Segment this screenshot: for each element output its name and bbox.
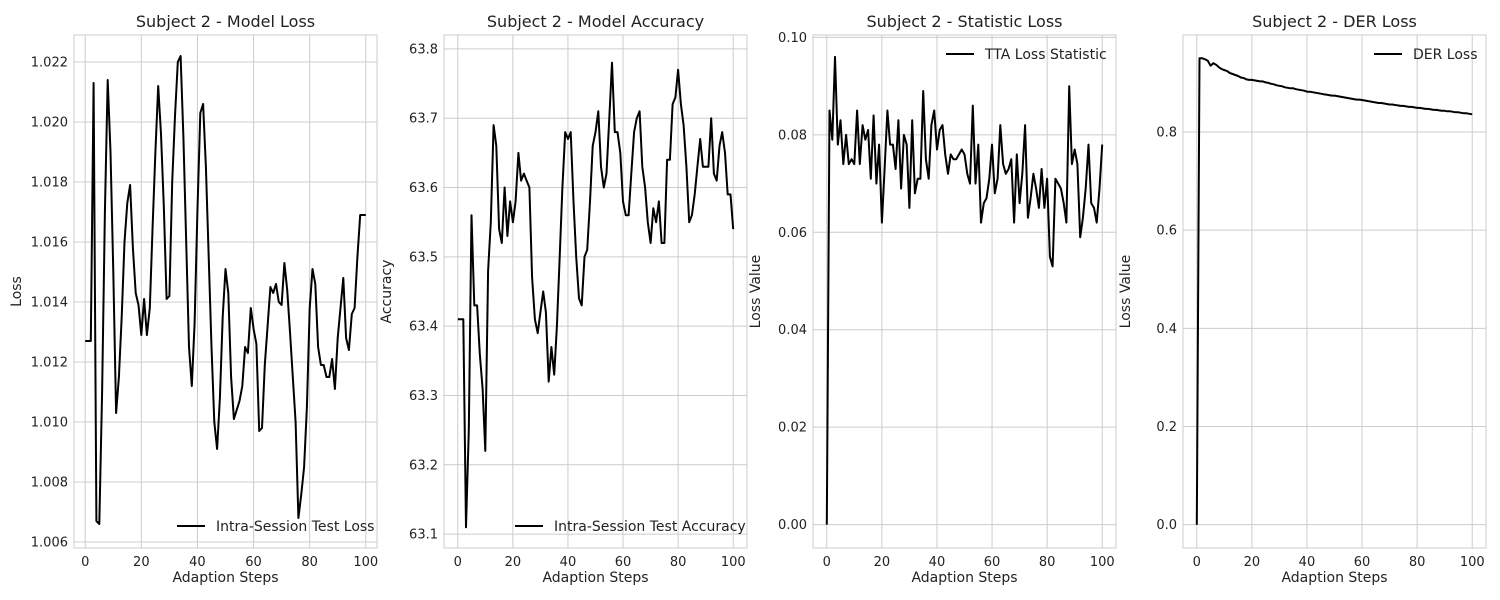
x-tick-label: 0 (823, 555, 831, 570)
legend-label: Intra-Session Test Loss (216, 519, 374, 535)
y-tick-label: 63.8 (409, 42, 438, 57)
y-tick-label: 0.10 (778, 31, 807, 46)
legend-label: Intra-Session Test Accuracy (554, 519, 746, 535)
y-tick-label: 1.008 (31, 476, 68, 491)
x-tick-label: 60 (984, 555, 1001, 570)
x-tick-label: 0 (81, 555, 89, 570)
chart-title: Subject 2 - DER Loss (1252, 12, 1417, 31)
chart-title: Subject 2 - Model Accuracy (487, 12, 704, 31)
x-axis-label: Adaption Steps (172, 570, 278, 586)
y-tick-label: 1.010 (31, 416, 68, 431)
y-tick-label: 0.08 (778, 128, 807, 143)
x-tick-label: 60 (245, 555, 262, 570)
y-tick-label: 0.06 (778, 226, 807, 241)
x-tick-label: 80 (670, 555, 687, 570)
y-tick-label: 63.7 (409, 112, 438, 127)
chart-title: Subject 2 - Statistic Loss (866, 12, 1062, 31)
y-tick-label: 1.014 (31, 296, 68, 311)
x-tick-label: 0 (454, 555, 462, 570)
series-line (85, 55, 366, 525)
y-axis-label: Loss Value (748, 255, 764, 329)
chart-panel-1: 0 20 40 60 80 100 1.006 1.008 1.010 1.012 1.014 1.0… (9, 12, 378, 586)
series-line (825, 55, 1104, 525)
y-tick-label: 0.0 (1156, 518, 1177, 533)
x-tick-label: 60 (1354, 555, 1371, 570)
y-tick-label: 0.04 (778, 323, 807, 338)
y-axis-label: Accuracy (379, 260, 395, 324)
y-tick-label: 0.4 (1156, 322, 1177, 337)
y-tick-label: 1.006 (31, 536, 68, 551)
x-axis-label: Adaption Steps (542, 570, 648, 586)
legend-label: TTA Loss Statistic (984, 47, 1107, 63)
y-tick-label: 63.4 (409, 320, 438, 335)
y-tick-label: 63.3 (409, 389, 438, 404)
y-tick-label: 0.00 (778, 518, 807, 533)
y-tick-label: 63.6 (409, 181, 438, 196)
series-line (1195, 57, 1473, 525)
plot-frame (73, 34, 378, 549)
x-tick-label: 80 (301, 555, 318, 570)
x-tick-label: 80 (1409, 555, 1426, 570)
y-tick-label: 1.016 (31, 236, 68, 251)
x-axis-label: Adaption Steps (911, 570, 1017, 586)
x-tick-label: 100 (721, 555, 746, 570)
series-line (457, 61, 735, 529)
y-tick-label: 0.02 (778, 421, 807, 436)
plot-frame (443, 34, 748, 549)
x-tick-label: 20 (505, 555, 522, 570)
y-tick-label: 1.018 (31, 176, 68, 191)
chart-panel-4: 0 20 40 60 80 100 0.0 0.2 0.4 0.6 0.8 Subject 2 - D… (1118, 12, 1487, 586)
chart-title: Subject 2 - Model Loss (136, 12, 315, 31)
y-tick-label: 1.012 (31, 356, 68, 371)
plot-frame (1182, 34, 1487, 549)
y-tick-label: 1.022 (31, 56, 68, 71)
x-tick-label: 60 (615, 555, 632, 570)
plot-frame (812, 34, 1117, 549)
y-tick-label: 63.2 (409, 458, 438, 473)
x-tick-label: 20 (874, 555, 891, 570)
x-tick-label: 40 (560, 555, 577, 570)
y-tick-label: 63.1 (409, 528, 438, 543)
y-tick-label: 63.5 (409, 250, 438, 265)
x-tick-label: 40 (929, 555, 946, 570)
y-axis-label: Loss (9, 276, 25, 307)
y-tick-label: 0.8 (1156, 125, 1177, 140)
x-tick-label: 100 (1090, 555, 1115, 570)
y-tick-label: 0.2 (1156, 420, 1177, 435)
x-tick-label: 80 (1039, 555, 1056, 570)
x-tick-label: 100 (1460, 555, 1485, 570)
y-tick-label: 1.020 (31, 116, 68, 131)
y-tick-label: 0.6 (1156, 224, 1177, 239)
chart-panel-2: 0 20 40 60 80 100 63.1 63.2 63.3 63.4 63.5 63.6 63.7… (379, 12, 748, 586)
x-tick-label: 100 (353, 555, 378, 570)
x-tick-label: 40 (189, 555, 206, 570)
x-tick-label: 40 (1299, 555, 1316, 570)
x-tick-label: 0 (1193, 555, 1201, 570)
x-tick-label: 20 (1244, 555, 1261, 570)
legend-label: DER Loss (1413, 47, 1478, 63)
x-tick-label: 20 (133, 555, 150, 570)
y-axis-label: Loss Value (1118, 255, 1134, 329)
x-axis-label: Adaption Steps (1281, 570, 1387, 586)
chart-panel-3: 0 20 40 60 80 100 0.00 0.02 0.04 0.06 0.08 0.10 Subj… (748, 12, 1117, 586)
